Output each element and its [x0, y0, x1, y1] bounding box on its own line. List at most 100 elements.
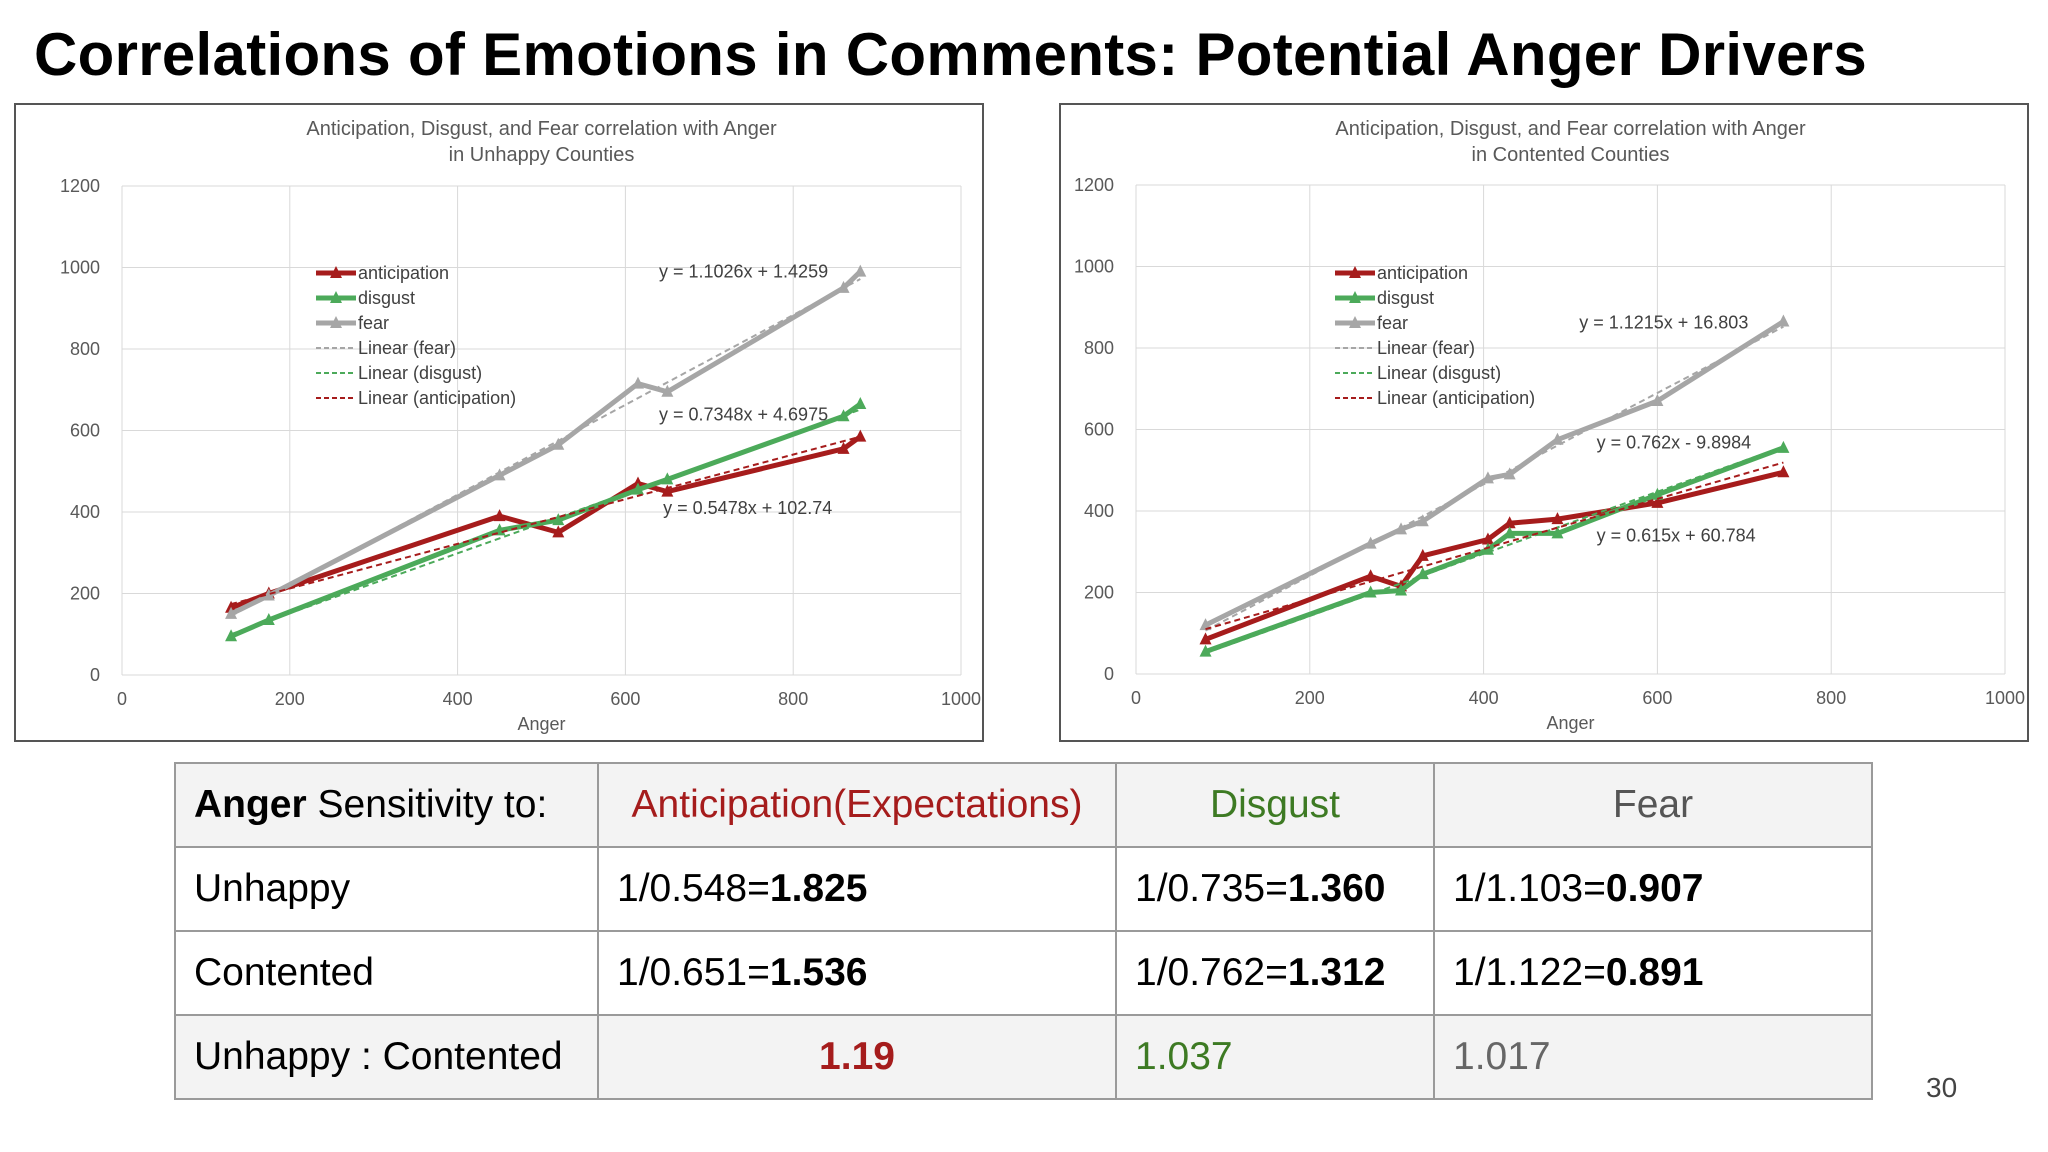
legend-label: Linear (fear): [358, 338, 456, 358]
legend-label: anticipation: [358, 263, 449, 283]
y-tick-label: 1000: [60, 258, 100, 278]
y-tick-label: 200: [1084, 583, 1114, 603]
legend-marker: [330, 291, 342, 303]
y-tick-label: 1200: [60, 176, 100, 196]
data-point-anticipation: [493, 509, 506, 522]
data-point-disgust: [1395, 583, 1408, 596]
series-line-anticipation: [1203, 469, 1786, 642]
value-text: 1.312: [1287, 951, 1386, 994]
data-point-fear: [1199, 618, 1212, 631]
x-tick-label: 800: [1816, 688, 1846, 708]
legend-label: Linear (fear): [1377, 338, 1475, 358]
data-point-disgust: [1503, 526, 1516, 539]
value-text: 0.891: [1605, 951, 1704, 994]
chart-subtitle: in Unhappy Counties: [449, 144, 635, 166]
legend-label: Linear (disgust): [358, 363, 482, 383]
data-point-fear: [262, 588, 275, 601]
x-tick-label: 0: [1131, 688, 1141, 708]
data-point-anticipation: [1551, 512, 1564, 525]
data-point-anticipation: [1651, 495, 1664, 508]
data-point-fear: [661, 384, 674, 397]
value-text: 0.907: [1605, 867, 1704, 910]
legend-label: fear: [1377, 313, 1408, 333]
x-tick-label: 800: [778, 689, 808, 709]
x-tick-label: 200: [275, 689, 305, 709]
trendline-equation: y = 1.1215x + 16.803: [1579, 312, 1748, 332]
table-row-unhappy: Unhappy 1/0.548=1.825 1/0.735=1.360 1/1.…: [174, 846, 1873, 932]
cell-unhappy-fear: 1/1.103=0.907: [1433, 846, 1873, 932]
y-tick-label: 1200: [1074, 175, 1114, 195]
x-tick-label: 400: [443, 689, 473, 709]
header-disgust: Disgust: [1115, 762, 1435, 848]
data-point-fear: [1416, 514, 1429, 527]
x-tick-label: 600: [1642, 688, 1672, 708]
data-point-anticipation: [1777, 465, 1790, 478]
x-tick-label: 1000: [1985, 688, 2025, 708]
trendline: [1205, 325, 1784, 632]
trendline-equation: y = 1.1026x + 1.4259: [659, 262, 828, 282]
data-point-disgust: [1651, 487, 1664, 500]
x-tick-label: 200: [1295, 688, 1325, 708]
trendline: [230, 408, 861, 636]
value-text: 1.360: [1287, 867, 1386, 910]
chart-title: Anticipation, Disgust, and Fear correlat…: [1335, 118, 1806, 140]
x-tick-label: 600: [610, 689, 640, 709]
page-number: 30: [1926, 1072, 1958, 1103]
trendline-equation: y = 0.7348x + 4.6975: [659, 404, 828, 424]
y-tick-label: 400: [70, 502, 100, 522]
value-text: 1.536: [769, 951, 868, 994]
y-tick-label: 200: [70, 584, 100, 604]
header-fear: Fear: [1433, 762, 1873, 848]
data-point-fear: [854, 264, 867, 277]
trendline: [230, 435, 861, 606]
expr-text: 1/0.735=: [1135, 867, 1288, 910]
row-label-unhappy: Unhappy: [174, 846, 599, 932]
data-point-anticipation: [1364, 569, 1377, 582]
x-axis-label: Anger: [1546, 713, 1594, 733]
data-point-fear: [552, 437, 565, 450]
cell-contented-disgust: 1/0.762=1.312: [1115, 930, 1435, 1016]
y-tick-label: 0: [1104, 664, 1114, 684]
expr-text: 1/0.548=: [617, 867, 770, 910]
legend-label: fear: [358, 313, 389, 333]
data-point-anticipation: [1481, 532, 1494, 545]
anger-sensitivity-table: Anger Sensitivity to: Anticipation(Expec…: [174, 762, 1873, 1100]
cell-unhappy-disgust: 1/0.735=1.360: [1115, 846, 1435, 932]
trendline-equation: y = 0.5478x + 102.74: [663, 498, 832, 518]
data-point-disgust: [1416, 567, 1429, 580]
slide-title: Correlations of Emotions in Comments: Po…: [34, 21, 1868, 88]
data-point-disgust: [1199, 644, 1212, 657]
cell-unhappy-anticipation: 1/0.548=1.825: [597, 846, 1117, 932]
y-tick-label: 0: [90, 665, 100, 685]
data-point-disgust: [225, 629, 238, 642]
data-point-fear: [1503, 467, 1516, 480]
cell-ratio-disgust: 1.037: [1115, 1014, 1435, 1100]
header-anticipation: Anticipation(Expectations): [597, 762, 1117, 848]
table-row-ratio: Unhappy : Contented 1.19 1.037 1.017: [174, 1014, 1873, 1100]
y-tick-label: 800: [70, 339, 100, 359]
legend-label: Linear (anticipation): [358, 388, 516, 408]
table-header-row: Anger Sensitivity to: Anticipation(Expec…: [174, 762, 1873, 848]
y-tick-label: 1000: [1074, 257, 1114, 277]
y-tick-label: 600: [1084, 420, 1114, 440]
expr-text: 1/1.122=: [1453, 951, 1606, 994]
expr-text: 1/0.762=: [1135, 951, 1288, 994]
data-point-disgust: [1551, 526, 1564, 539]
y-tick-label: 400: [1084, 501, 1114, 521]
legend-label: anticipation: [1377, 263, 1468, 283]
legend-label: disgust: [358, 288, 415, 308]
series-line-disgust: [228, 401, 863, 639]
data-point-anticipation: [631, 476, 644, 489]
table-row-contented: Contented 1/0.651=1.536 1/0.762=1.312 1/…: [174, 930, 1873, 1016]
data-point-fear: [493, 468, 506, 481]
data-point-fear: [1777, 314, 1790, 327]
data-point-fear: [631, 376, 644, 389]
header-label-rest: Sensitivity to:: [306, 783, 548, 826]
legend-marker: [1349, 291, 1361, 303]
legend-label: Linear (disgust): [1377, 363, 1501, 383]
series-line-fear: [228, 269, 863, 617]
legend-label: disgust: [1377, 288, 1434, 308]
header-label-bold: Anger: [194, 783, 307, 826]
data-point-anticipation: [661, 484, 674, 497]
y-tick-label: 800: [1084, 338, 1114, 358]
